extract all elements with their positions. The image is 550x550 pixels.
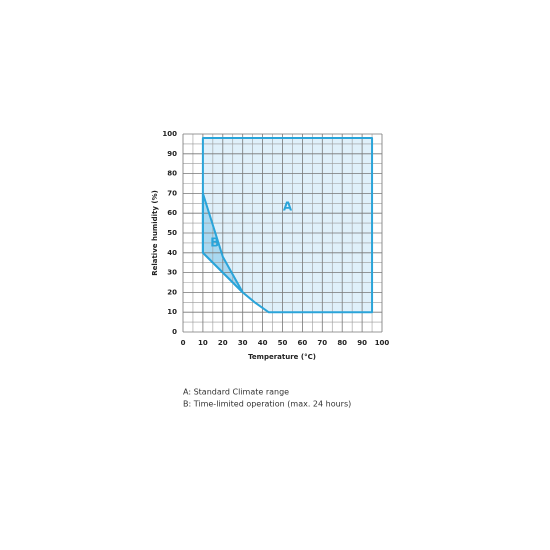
note: B: Time-limited operation (max. 24 hours…: [183, 400, 351, 409]
x-tick-label: 80: [337, 339, 347, 347]
note: A: Standard Climate range: [183, 388, 289, 397]
y-tick-label: 80: [167, 170, 177, 178]
y-axis-label: Relative humidity (%): [151, 190, 159, 276]
x-axis-label: Temperature (°C): [248, 353, 316, 361]
x-tick-label: 20: [218, 339, 228, 347]
x-tick-label: 100: [375, 339, 390, 347]
y-tick-label: 30: [167, 269, 177, 277]
x-tick-label: 40: [258, 339, 268, 347]
x-tick-label: 0: [181, 339, 186, 347]
y-tick-label: 70: [167, 189, 177, 197]
y-tick-label: 50: [167, 229, 177, 237]
y-tick-label: 10: [167, 308, 177, 316]
y-tick-label: 90: [167, 150, 177, 158]
x-tick-label: 30: [238, 339, 248, 347]
x-tick-label: 90: [357, 339, 367, 347]
x-tick-label: 10: [198, 339, 208, 347]
y-tick-label: 60: [167, 209, 177, 217]
region-label: A: [283, 200, 293, 214]
y-tick-label: 100: [162, 130, 177, 138]
y-tick-label: 20: [167, 288, 177, 296]
x-tick-label: 70: [317, 339, 327, 347]
y-tick-label: 40: [167, 249, 177, 257]
y-tick-label: 0: [172, 328, 177, 336]
region-outline: [201, 192, 244, 294]
x-tick-label: 60: [298, 339, 308, 347]
region-label: B: [210, 235, 219, 249]
x-tick-label: 50: [278, 339, 288, 347]
region: [202, 137, 373, 313]
